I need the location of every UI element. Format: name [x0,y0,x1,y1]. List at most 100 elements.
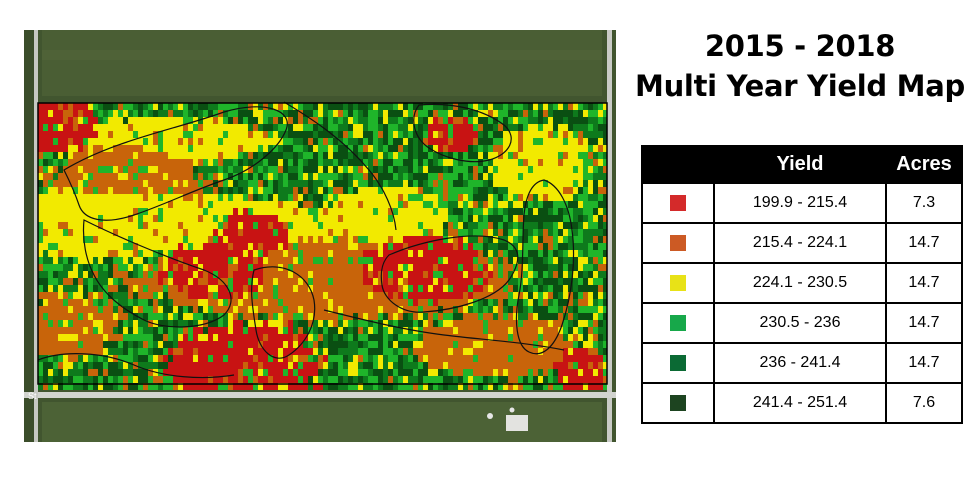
yield-cell-red [448,257,453,264]
yield-cell-dark-green [463,180,468,187]
yield-cell-red [38,103,43,110]
yield-map-panel: St [24,30,616,442]
yield-cell-yellow [218,229,223,236]
yield-cell-dark-green [213,103,218,110]
yield-cell-red [383,278,388,285]
yield-cell-yellow [188,229,193,236]
yield-cell-light-green [128,348,133,355]
yield-cell-yellow [353,131,358,138]
yield-cell-red [313,369,318,376]
yield-cell-red [188,250,193,257]
yield-cell-red [483,264,488,271]
legend-acres: 7.3 [885,182,963,224]
yield-cell-yellow [588,278,593,285]
yield-cell-orange [98,159,103,166]
yield-cell-dark-green [228,159,233,166]
yield-cell-orange [518,327,523,334]
yield-cell-light-green [513,222,518,229]
yield-cell-light-green [253,292,258,299]
yield-cell-orange [508,313,513,320]
yield-cell-yellow [528,180,533,187]
yield-cell-yellow [353,222,358,229]
yield-cell-darkest-green [308,187,313,194]
yield-cell-dark-green [553,376,558,383]
yield-cell-red [428,264,433,271]
yield-cell-yellow [248,348,253,355]
yield-cell-yellow [363,166,368,173]
yield-cell-light-green [373,341,378,348]
yield-cell-yellow [533,166,538,173]
yield-cell-light-green [418,383,423,390]
yield-cell-dark-green [268,145,273,152]
yield-cell-darkest-green [413,103,418,110]
yield-cell-orange [88,369,93,376]
yield-cell-red [223,264,228,271]
yield-cell-light-green [583,208,588,215]
yield-cell-yellow [378,201,383,208]
yield-cell-light-green [248,180,253,187]
yield-cell-orange [338,201,343,208]
yield-cell-yellow [163,131,168,138]
yield-cell-dark-green [333,131,338,138]
yield-cell-light-green [523,250,528,257]
yield-cell-light-green [478,264,483,271]
contour-lines [37,101,575,379]
yield-cell-yellow [83,355,88,362]
yield-cell-light-green [148,257,153,264]
yield-cell-yellow [108,117,113,124]
yield-cell-orange [213,306,218,313]
yield-cell-red [248,229,253,236]
yield-cell-orange [543,369,548,376]
yield-cell-darkest-green [333,103,338,110]
yield-cell-light-green [353,173,358,180]
yield-cell-light-green [588,215,593,222]
yield-cell-dark-green [303,103,308,110]
legend-row: 230.5 - 236 14.7 [641,302,963,344]
yield-cell-orange [383,299,388,306]
yield-cell-light-green [548,369,553,376]
yield-cell-darkest-green [43,376,48,383]
yield-cell-orange [183,299,188,306]
yield-cell-red [463,138,468,145]
yield-cell-light-green [208,173,213,180]
yield-cell-yellow [103,229,108,236]
yield-cell-light-green [528,166,533,173]
yield-cell-darkest-green [593,187,598,194]
yield-cell-light-green [188,145,193,152]
yield-cell-yellow [533,103,538,110]
yield-cell-yellow [263,145,268,152]
contour-line [37,353,235,379]
yield-cell-dark-green [528,285,533,292]
legend-row: 236 - 241.4 14.7 [641,342,963,384]
yield-cell-yellow [303,208,308,215]
yield-cell-yellow [393,341,398,348]
yield-cell-light-green [123,103,128,110]
yield-cell-darkest-green [533,299,538,306]
yield-cell-orange [538,355,543,362]
yield-cell-darkest-green [338,334,343,341]
yield-cell-darkest-green [378,117,383,124]
yield-cell-red [263,383,268,390]
yield-cell-orange [293,292,298,299]
yield-cell-dark-green [293,166,298,173]
yield-cell-yellow [323,215,328,222]
yield-cell-light-green [98,376,103,383]
yield-cell-darkest-green [553,292,558,299]
yield-cell-yellow [63,369,68,376]
yield-cell-light-green [283,180,288,187]
yield-cell-orange [43,327,48,334]
yield-cell-light-green [523,299,528,306]
yield-cell-yellow [203,201,208,208]
yield-cell-dark-green [433,159,438,166]
yield-cell-darkest-green [558,229,563,236]
yield-cell-red [263,229,268,236]
yield-cell-darkest-green [538,257,543,264]
yield-cell-orange [443,187,448,194]
yield-cell-orange [283,313,288,320]
yield-cell-dark-green [313,327,318,334]
yield-cell-light-green [208,201,213,208]
yield-cell-red [388,264,393,271]
yield-cell-dark-green [528,229,533,236]
yield-cell-orange [333,271,338,278]
yield-cell-darkest-green [308,159,313,166]
